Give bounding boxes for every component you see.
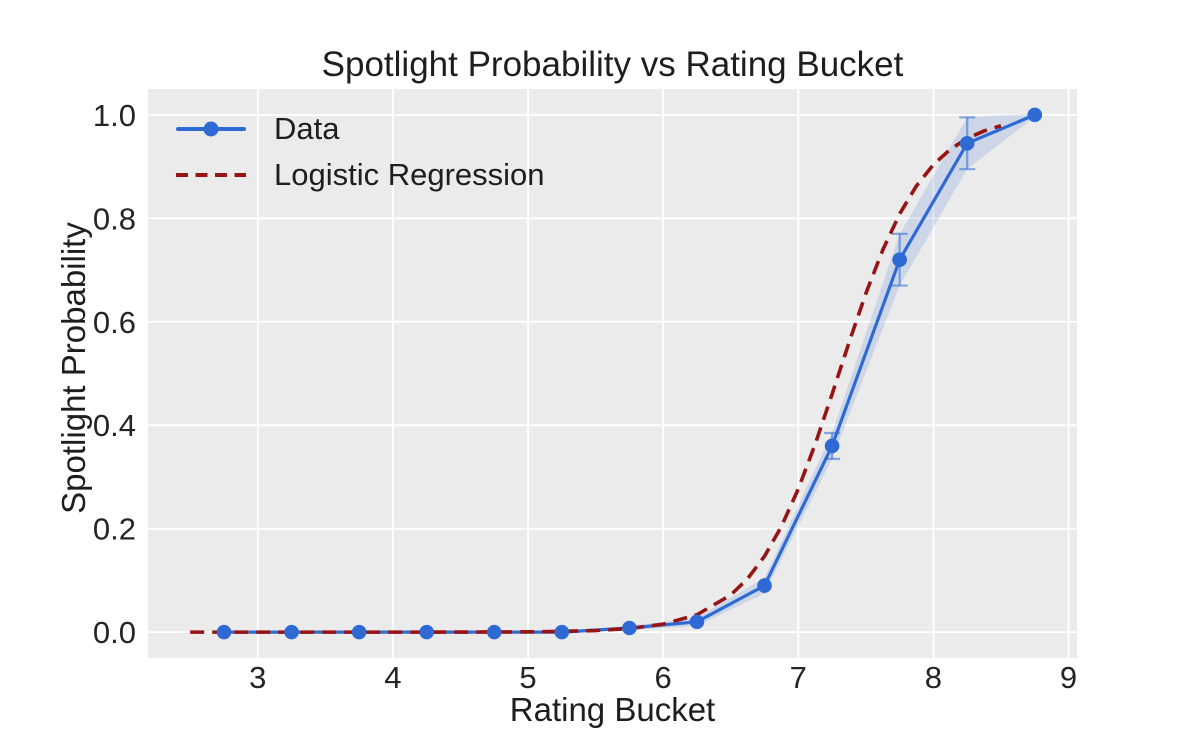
x-tick-label: 7 xyxy=(790,660,807,695)
data-point-marker xyxy=(419,624,435,640)
x-tick-label: 5 xyxy=(519,660,536,695)
data-point-marker xyxy=(622,620,637,636)
data-point-marker xyxy=(351,624,367,640)
data-point-marker xyxy=(554,624,570,640)
legend-line-sample xyxy=(176,121,246,137)
legend-item-data: Data xyxy=(176,110,545,148)
y-tick-label: 0.0 xyxy=(93,615,136,650)
y-tick-label: 0.2 xyxy=(93,512,136,547)
x-tick-label: 8 xyxy=(925,660,942,695)
y-tick-label: 1.0 xyxy=(93,98,136,133)
logistic-regression-curve xyxy=(190,124,1002,634)
data-point-marker xyxy=(689,614,705,630)
data-point-marker xyxy=(757,578,772,593)
y-axis-label: Spotlight Probability xyxy=(55,222,92,514)
y-tick-label: 0.4 xyxy=(93,408,136,443)
legend: Data Logistic Regression xyxy=(176,110,545,194)
x-axis-label: Rating Bucket xyxy=(509,691,716,728)
legend-label: Data xyxy=(274,111,340,146)
legend-dashed-sample xyxy=(176,173,246,177)
legend-marker-dot xyxy=(203,121,219,137)
x-tick-label: 3 xyxy=(249,660,266,695)
y-tick-label: 0.8 xyxy=(93,201,136,236)
data-point-marker xyxy=(486,624,502,640)
axes-background xyxy=(148,89,1077,658)
data-point-marker xyxy=(284,624,299,640)
data-point-marker xyxy=(959,136,975,151)
x-tick-label: 9 xyxy=(1060,660,1077,695)
data-point-marker xyxy=(216,624,232,640)
data-point-marker xyxy=(1027,107,1043,123)
legend-item-logistic-regression: Logistic Regression xyxy=(176,156,545,194)
x-tick-label: 4 xyxy=(384,660,401,695)
chart-title: Spotlight Probability vs Rating Bucket xyxy=(321,45,904,84)
data-point-marker xyxy=(892,252,907,267)
data-point-marker xyxy=(824,438,840,454)
legend-label: Logistic Regression xyxy=(274,157,545,192)
x-tick-label: 6 xyxy=(655,660,672,695)
y-tick-label: 0.6 xyxy=(93,305,136,340)
